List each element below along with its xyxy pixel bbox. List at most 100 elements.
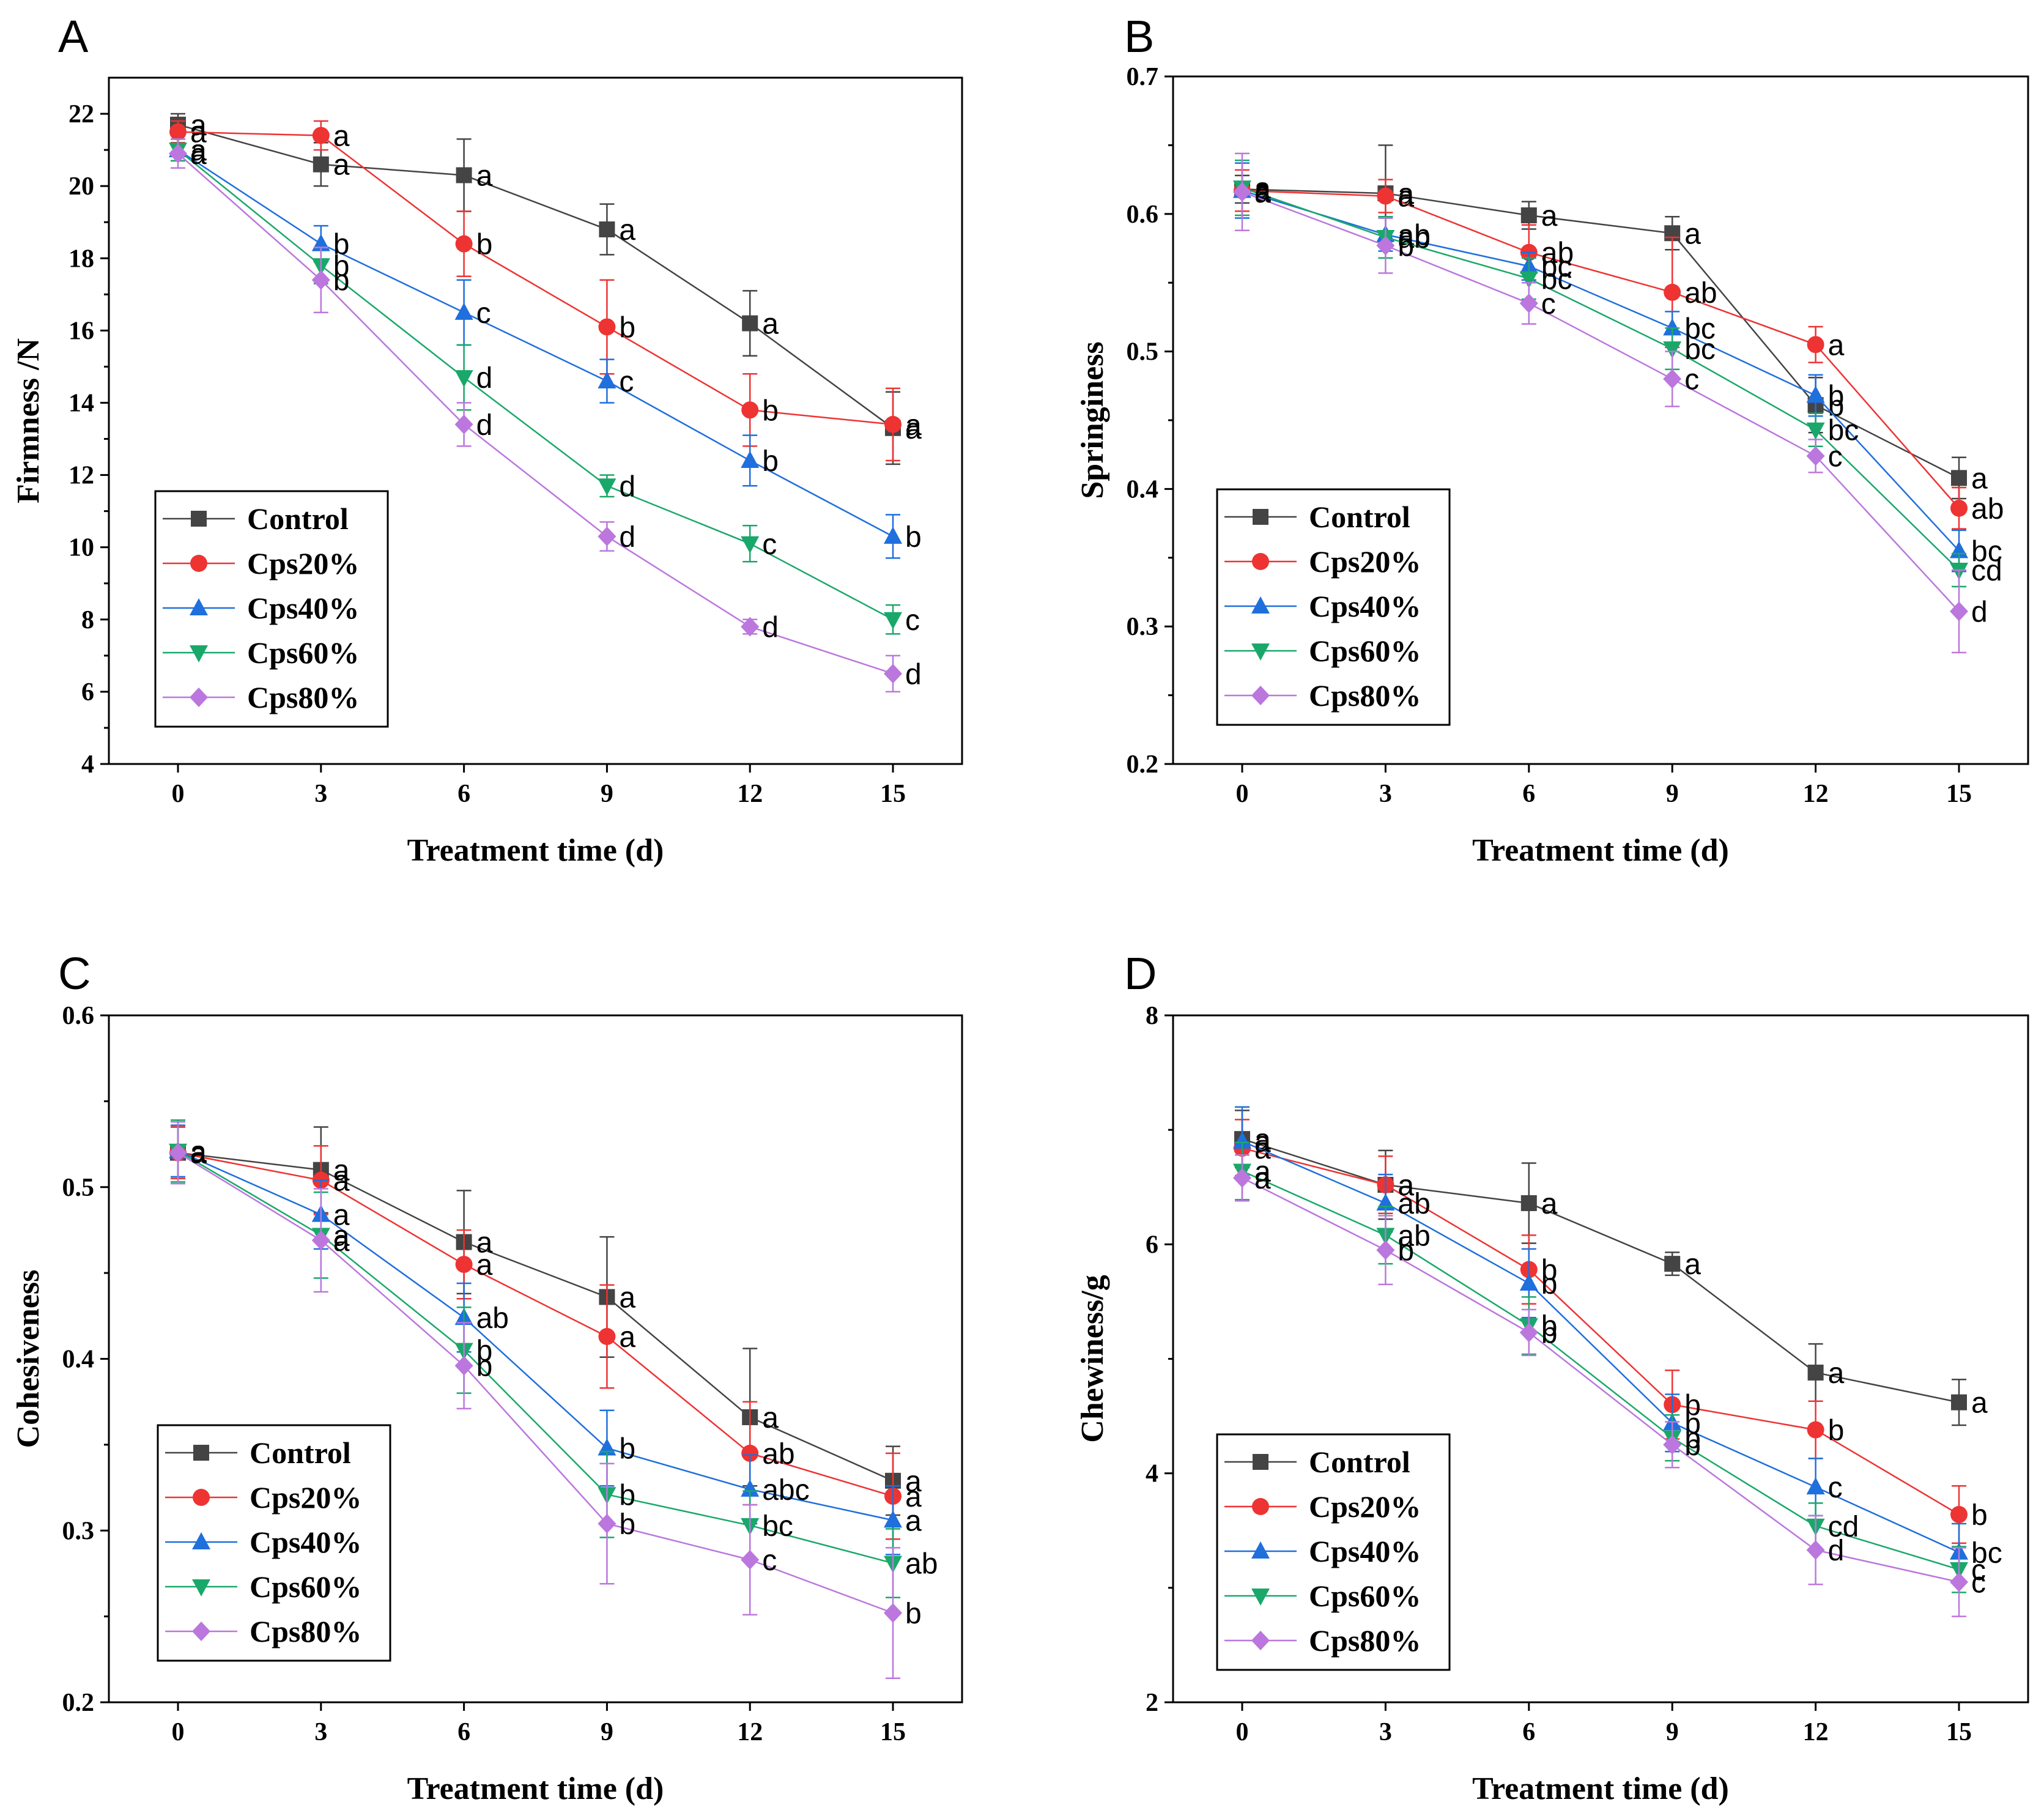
legend-label: Cps40% bbox=[1309, 1534, 1421, 1568]
significance-letter: ab bbox=[762, 1438, 794, 1470]
x-tick-label: 0 bbox=[172, 1718, 185, 1746]
significance-letter: b bbox=[619, 311, 635, 344]
series-line bbox=[177, 131, 894, 426]
data-point bbox=[1663, 369, 1682, 389]
data-point bbox=[455, 1256, 473, 1274]
legend-marker bbox=[193, 1445, 209, 1461]
significance-letter: c bbox=[905, 604, 920, 637]
series-line bbox=[1242, 1170, 1960, 1571]
data-point bbox=[884, 415, 902, 433]
series-line bbox=[177, 1150, 894, 1564]
data-point bbox=[1519, 293, 1538, 313]
x-tick-label: 0 bbox=[172, 780, 185, 808]
significance-letter: b bbox=[1684, 1407, 1701, 1440]
data-point bbox=[1664, 1256, 1681, 1272]
series-line bbox=[177, 1152, 894, 1497]
legend-marker bbox=[1253, 1454, 1268, 1470]
significance-letter: a bbox=[1254, 1163, 1271, 1195]
legend-label: Cps80% bbox=[250, 1614, 361, 1648]
series-line bbox=[177, 124, 894, 429]
x-tick-label: 3 bbox=[1379, 1718, 1392, 1746]
series-line bbox=[177, 149, 894, 620]
significance-letter: c bbox=[1684, 364, 1699, 396]
significance-letter: a bbox=[1398, 181, 1414, 213]
data-point bbox=[169, 123, 187, 141]
data-point bbox=[1806, 1540, 1825, 1560]
significance-letter: c bbox=[762, 1544, 777, 1577]
legend-label: Cps20% bbox=[250, 1480, 361, 1515]
data-point bbox=[884, 664, 902, 684]
significance-letter: b bbox=[333, 250, 350, 283]
significance-letter: ab bbox=[1398, 1220, 1430, 1252]
data-point bbox=[1806, 446, 1825, 466]
legend-marker bbox=[1251, 1631, 1270, 1650]
data-point bbox=[598, 1514, 617, 1534]
x-axis-title: Treatment time (d) bbox=[1472, 833, 1729, 868]
legend: Control Cps20% Cps40% Cps60% Cps80% bbox=[157, 1424, 391, 1662]
significance-letter: bc bbox=[1541, 251, 1572, 283]
significance-letter: a bbox=[1828, 329, 1845, 361]
significance-letter: ab bbox=[1398, 1188, 1430, 1220]
data-point bbox=[311, 270, 330, 290]
significance-letter: a bbox=[619, 1321, 635, 1354]
legend-label: Cps80% bbox=[1309, 1623, 1421, 1658]
x-tick-label: 12 bbox=[737, 780, 763, 808]
significance-letter: b bbox=[476, 229, 493, 261]
y-tick-label: 0.4 bbox=[62, 1346, 95, 1374]
data-point bbox=[1950, 601, 1968, 621]
data-point bbox=[1950, 499, 1968, 517]
data-point bbox=[884, 1603, 902, 1623]
significance-letter: b bbox=[1541, 1268, 1558, 1300]
y-tick-label: 8 bbox=[1146, 1002, 1158, 1030]
y-tick-label: 16 bbox=[69, 317, 94, 345]
significance-letter: a bbox=[1254, 1156, 1271, 1188]
series-line bbox=[1242, 1138, 1960, 1403]
chart-panel-a: A 4 6 8 10 12 14 16 18 20 22 0 3 6 9 12 15 Treatment time… bbox=[11, 11, 963, 868]
data-point bbox=[1807, 336, 1824, 354]
significance-letter: a bbox=[1828, 1357, 1845, 1390]
significance-letter: a bbox=[1684, 218, 1701, 250]
significance-letter: d bbox=[476, 362, 493, 395]
y-axis-title: Cohesiveness bbox=[11, 1270, 46, 1448]
legend-label: Control bbox=[1309, 500, 1410, 534]
series-line bbox=[177, 149, 894, 538]
data-point bbox=[741, 401, 759, 419]
significance-letter: a bbox=[333, 1220, 350, 1252]
legend-label: Control bbox=[247, 502, 349, 536]
significance-letter: b bbox=[1828, 1415, 1845, 1447]
significance-letter: a bbox=[1971, 462, 1988, 495]
significance-letter: c bbox=[1541, 288, 1556, 321]
data-point bbox=[741, 1444, 759, 1462]
legend-marker bbox=[193, 1489, 210, 1506]
y-tick-label: 8 bbox=[81, 606, 94, 634]
data-point bbox=[1951, 470, 1967, 486]
legend-marker bbox=[191, 511, 207, 527]
data-point bbox=[1233, 182, 1251, 202]
significance-letter: abc bbox=[762, 1474, 809, 1507]
data-point bbox=[598, 1328, 616, 1346]
significance-letter: c bbox=[619, 366, 634, 398]
significance-letter: b bbox=[1684, 1429, 1701, 1462]
data-point bbox=[1233, 1168, 1251, 1188]
significance-letter: a bbox=[905, 1466, 922, 1498]
data-point bbox=[741, 1549, 760, 1570]
significance-letter: b bbox=[476, 1351, 493, 1383]
x-tick-label: 6 bbox=[457, 1718, 470, 1746]
significance-letter: bc bbox=[1971, 1537, 2002, 1570]
significance-letter: ab bbox=[1398, 222, 1430, 254]
y-tick-label: 4 bbox=[81, 751, 94, 779]
data-point bbox=[1663, 1434, 1682, 1455]
legend-marker bbox=[192, 1532, 210, 1549]
y-tick-label: 10 bbox=[69, 534, 94, 562]
data-point bbox=[311, 1230, 330, 1250]
plot-frame bbox=[108, 76, 963, 765]
legend-marker bbox=[192, 1622, 210, 1641]
legend-label: Cps40% bbox=[1309, 589, 1421, 623]
data-point bbox=[1520, 1195, 1537, 1211]
x-axis-title: Treatment time (d) bbox=[1472, 1771, 1729, 1806]
x-tick-label: 15 bbox=[880, 780, 906, 808]
legend-marker bbox=[1251, 1589, 1270, 1606]
